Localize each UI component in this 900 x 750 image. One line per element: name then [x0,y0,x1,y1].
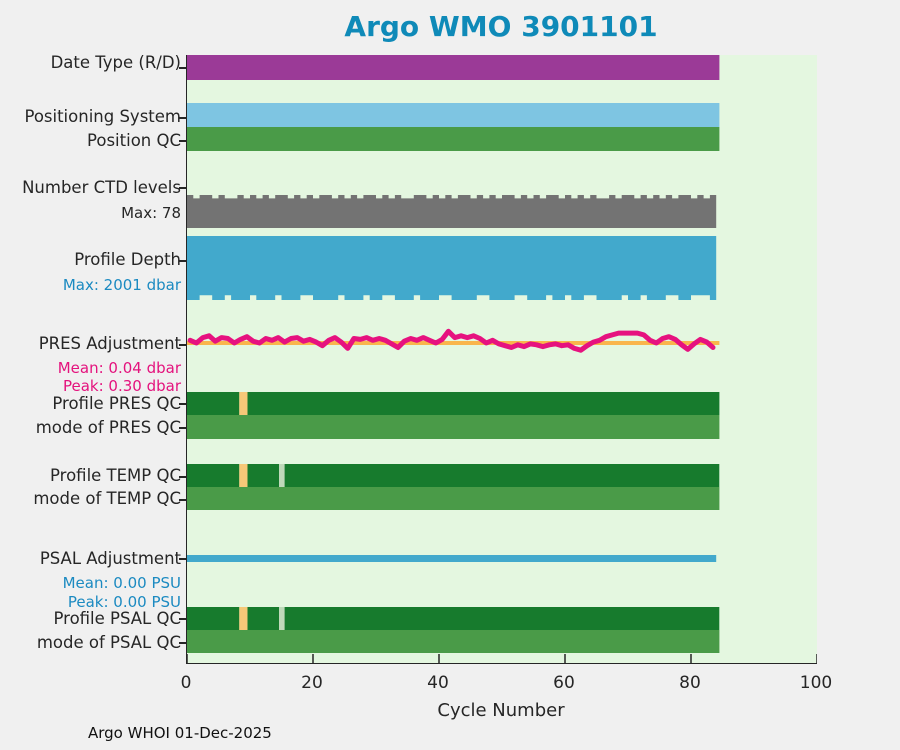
y-axis-tick [179,140,186,142]
bar-mode_temp_qc [187,487,720,510]
row-label-position-qc: Position QC [87,131,181,150]
bar-date_type [187,55,720,80]
chart-canvas [187,55,817,663]
ctd-levels-bars [187,195,717,228]
row-label-mode-temp-qc: mode of TEMP QC [33,489,181,508]
bar-mode_pres_qc [187,415,720,439]
row-sublabel-ctd-max: Max: 78 [121,204,181,222]
psal-adjustment-line [187,555,717,562]
bar-positioning_system [187,103,720,127]
row-sublabel-pres-mean: Mean: 0.04 dbar [57,359,181,377]
y-axis-tick [179,642,186,644]
y-axis-tick [179,427,186,429]
x-tick-label: 20 [301,673,323,693]
x-tick-label: 80 [679,673,701,693]
bar-profile_temp_qc [279,464,285,487]
row-sublabel-psal-mean: Mean: 0.00 PSU [62,574,181,592]
x-tick-label: 0 [180,673,192,693]
y-axis-tick [179,476,186,478]
row-sublabel-psal-peak: Peak: 0.00 PSU [67,593,181,611]
row-sublabel-pres-peak: Peak: 0.30 dbar [62,377,181,395]
row-label-profile-depth: Profile Depth [74,250,181,269]
chart-title: Argo WMO 3901101 [344,10,658,43]
bar-profile_psal_qc [187,607,240,630]
bar-profile_temp_qc [187,464,240,487]
bar-mode_psal_qc [187,630,720,653]
bar-profile_pres_qc [187,392,240,415]
y-axis-tick [179,618,186,620]
row-label-mode-pres-qc: mode of PRES QC [35,418,181,437]
y-axis-tick [179,260,186,262]
y-axis-tick [179,187,186,189]
x-tick-label: 100 [799,673,833,693]
x-axis-label: Cycle Number [437,700,565,721]
y-axis-tick [179,117,186,119]
pres-adjustment-line [187,328,716,353]
y-axis-tick [179,403,186,405]
bar-profile_psal_qc [247,607,279,630]
bar-profile_psal_qc [279,607,285,630]
footer-attribution: Argo WHOI 01-Dec-2025 [88,724,272,742]
bar-profile_temp_qc [247,464,279,487]
bar-profile_pres_qc [247,392,720,415]
bar-profile_psal_qc [239,607,248,630]
row-label-date-type: Date Type (R/D) [50,53,181,72]
y-axis-tick [179,499,186,501]
bar-profile_pres_qc [239,392,248,415]
bar-profile_temp_qc [284,464,720,487]
y-axis-tick [179,344,186,346]
bar-position_qc [187,127,720,151]
row-label-pres-adjustment: PRES Adjustment [38,334,181,353]
row-label-profile-psal-qc: Profile PSAL QC [53,609,181,628]
row-label-psal-adjustment: PSAL Adjustment [39,549,181,568]
row-label-profile-temp-qc: Profile TEMP QC [50,466,181,485]
profile-depth-bars [187,236,717,300]
row-sublabel-depth-max: Max: 2001 dbar [62,276,181,294]
plot-area [186,55,817,664]
y-axis-tick [179,67,186,69]
x-tick-label: 40 [427,673,449,693]
row-label-mode-psal-qc: mode of PSAL QC [36,633,181,652]
row-label-profile-pres-qc: Profile PRES QC [52,394,181,413]
bar-profile_temp_qc [239,464,248,487]
row-label-positioning-system: Positioning System [24,107,181,126]
y-axis-tick [179,558,186,560]
x-tick-label: 60 [553,673,575,693]
bar-profile_psal_qc [284,607,720,630]
row-label-ctd-levels: Number CTD levels [22,178,181,197]
